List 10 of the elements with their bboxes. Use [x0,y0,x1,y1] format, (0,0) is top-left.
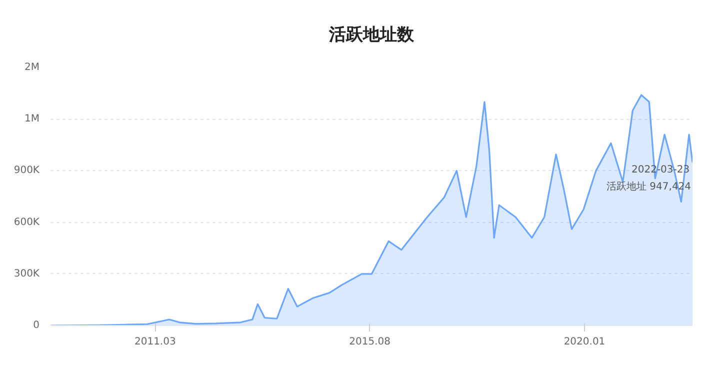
y-tick-label: 600K [14,216,40,228]
y-tick-label: 300K [14,268,40,280]
y-tick-label: 0 [33,320,40,331]
x-tick-label: 2011.03 [134,336,176,348]
chart-title: 活跃地址数 [328,25,415,45]
y-tick-label: 900K [14,165,40,176]
y-tick-label: 2M [24,62,40,73]
y-tick-label: 1M [24,114,40,125]
x-tick-label: 2020.01 [564,336,606,348]
x-tick-label: 2015.08 [349,336,391,348]
